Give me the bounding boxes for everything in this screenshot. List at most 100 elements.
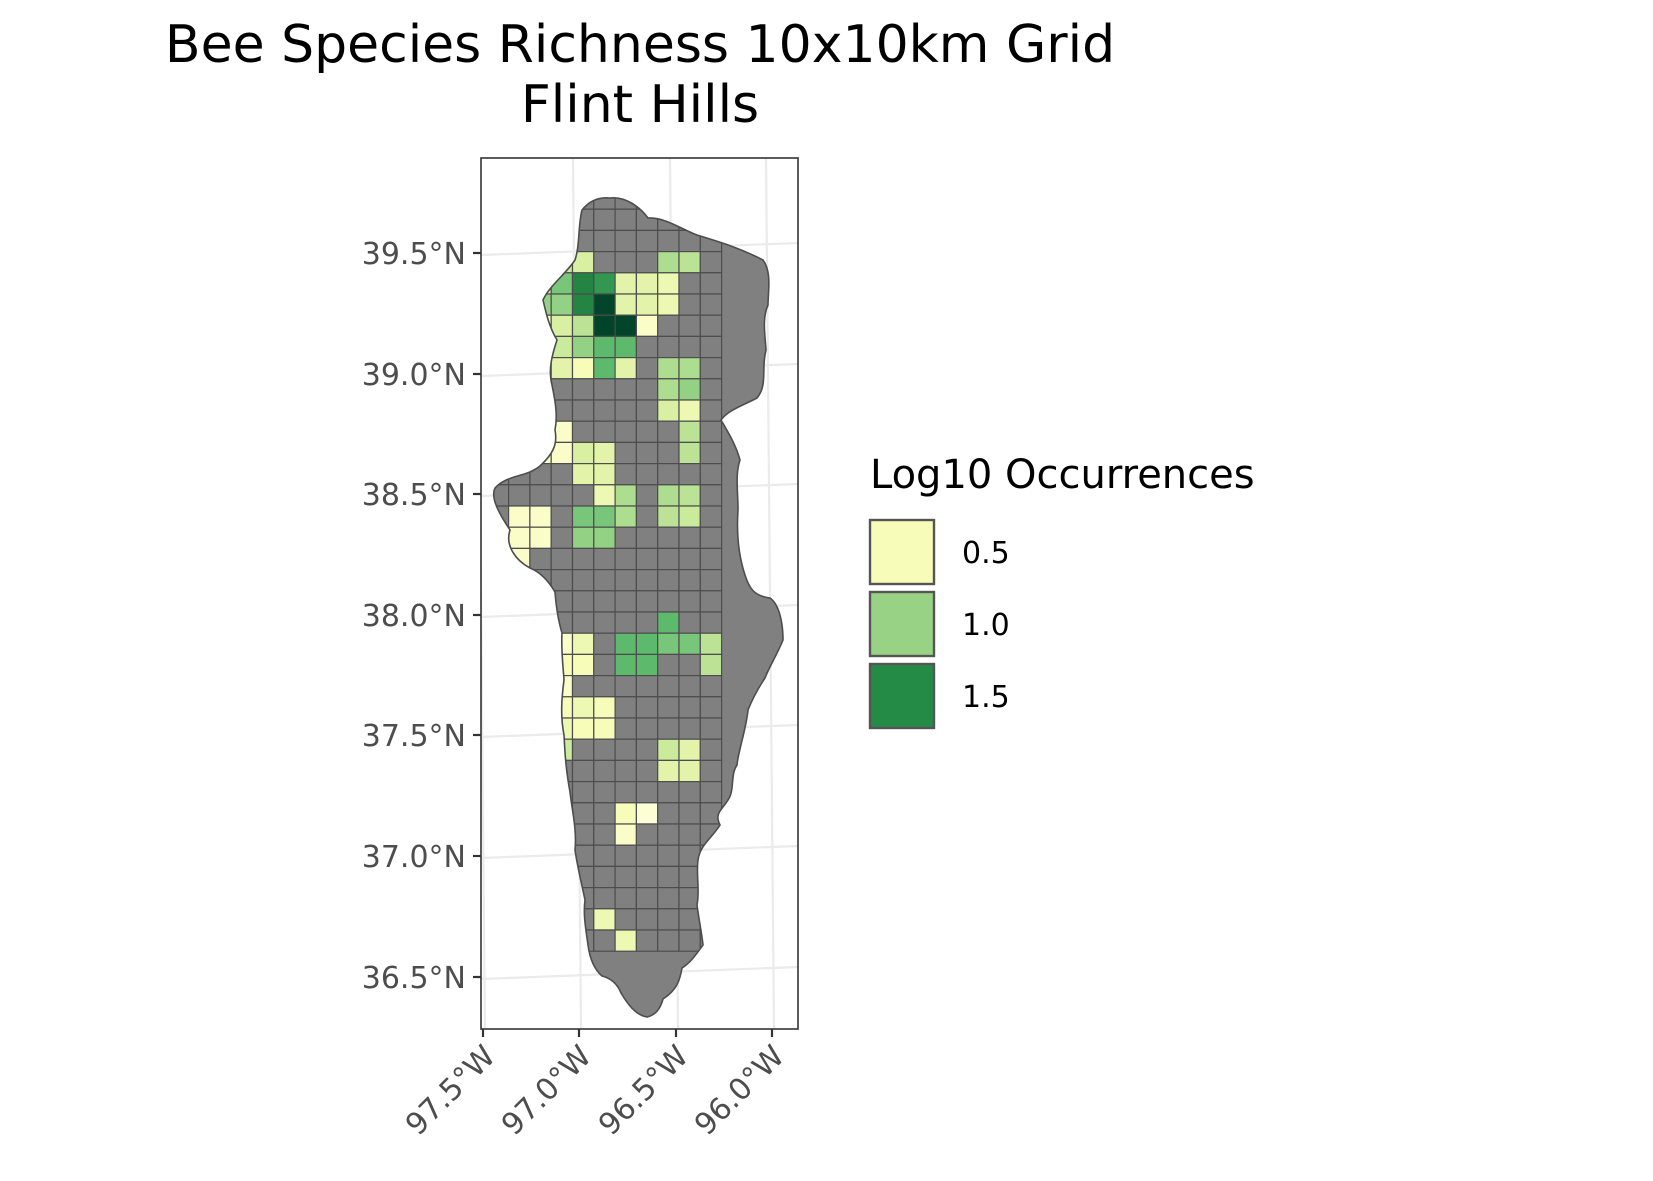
y-axis-tick-label: 39.5°N (362, 237, 466, 272)
grid-cell-empty (593, 780, 616, 804)
grid-cell-empty (657, 802, 680, 825)
grid-cell-empty (678, 908, 701, 931)
grid-cell-empty (699, 611, 723, 634)
grid-cell-occupied (678, 759, 701, 783)
grid-cell-empty (678, 696, 701, 719)
grid-cell-empty (657, 674, 680, 698)
grid-cell-empty (571, 547, 595, 571)
grid-cell-empty (571, 738, 595, 762)
grid-cell-empty (699, 272, 723, 295)
grid-cell-empty (678, 463, 701, 486)
grid-cell-empty (635, 844, 659, 868)
grid-cell-empty (657, 865, 680, 889)
grid-cell-empty (635, 696, 659, 719)
grid-cell-empty (635, 357, 659, 380)
grid-cell-empty (657, 568, 680, 592)
legend-swatch (868, 518, 936, 586)
grid-cell-occupied (571, 526, 595, 550)
y-axis-tick-label: 38.0°N (362, 599, 466, 634)
x-axis-tick-label: 96.0°W (688, 1039, 792, 1143)
grid-cell-empty (678, 653, 701, 677)
x-axis-tick-label: 97.5°W (399, 1039, 503, 1143)
grid-cell-occupied (657, 484, 680, 507)
grid-cell-occupied (657, 759, 680, 783)
grid-cell-empty (678, 293, 701, 316)
grid-cell-empty (678, 611, 701, 634)
grid-cell-occupied (571, 717, 595, 740)
grid-cell-empty (614, 865, 637, 889)
grid-cell-empty (614, 674, 637, 698)
grid-cell-empty (699, 590, 723, 613)
grid-cell-empty (699, 717, 723, 740)
y-axis-tick-label: 37.5°N (362, 719, 466, 754)
grid-cell-occupied (614, 929, 637, 952)
grid-cell-occupied (571, 293, 595, 316)
region-outline (492, 197, 784, 1018)
grid-cell-occupied (593, 335, 616, 359)
grid-cell-occupied (614, 505, 637, 528)
grid-cell-empty (699, 674, 723, 698)
y-axis-tick-label: 39.0°N (362, 358, 466, 393)
grid-cell-empty (699, 759, 723, 783)
grid-cell-empty (529, 484, 552, 507)
grid-cell-occupied (678, 357, 701, 380)
grid-cell-empty (678, 568, 701, 592)
grid-cell-empty (635, 929, 659, 952)
grid-cell-empty (550, 568, 574, 592)
grid-cell-occupied (571, 463, 595, 486)
grid-cell-occupied (571, 272, 595, 295)
legend-label: 0.5 (962, 536, 1010, 571)
grid-cell-empty (699, 314, 723, 338)
grid-cell-empty (657, 823, 680, 846)
grid-cell-empty (593, 802, 616, 825)
grid-cell-empty (635, 865, 659, 889)
map-panel (480, 157, 799, 1030)
graticule-meridian-0 (481, 473, 487, 1029)
legend-swatch (868, 662, 936, 730)
grid-cell-occupied (678, 378, 701, 401)
grid-cell-empty (571, 802, 595, 825)
grid-cell-empty (699, 505, 723, 528)
grid-cell-empty (699, 696, 723, 719)
grid-cell-occupied (657, 251, 680, 274)
grid-cell-empty (699, 441, 723, 465)
grid-cell-empty (614, 780, 637, 804)
grid-cell-empty (593, 251, 616, 274)
grid-cell-empty (657, 229, 680, 253)
grid-cell-empty (657, 441, 680, 465)
grid-cell-empty (614, 844, 637, 868)
grid-cell-occupied (614, 632, 637, 656)
grid-cell-empty (635, 780, 659, 804)
grid-cell-empty (571, 590, 595, 613)
grid-cell-occupied (657, 738, 680, 762)
grid-cell-occupied (678, 399, 701, 422)
grid-cell-empty (657, 314, 680, 338)
grid-cell-empty (593, 674, 616, 698)
grid-cell-empty (635, 759, 659, 783)
grid-cell-occupied (508, 526, 531, 550)
grid-cell-empty (614, 611, 637, 634)
grid-cell-empty (699, 293, 723, 316)
grid-cell-empty (699, 357, 723, 380)
grid-cell-occupied (593, 696, 616, 719)
grid-cell-empty (593, 929, 616, 952)
grid-cell-empty (635, 378, 659, 401)
grid-cell-occupied (635, 653, 659, 677)
grid-cell-occupied (635, 632, 659, 656)
grid-cell-empty (635, 526, 659, 550)
grid-cell-empty (699, 251, 723, 274)
grid-cell-occupied (635, 293, 659, 316)
grid-cell-empty (635, 547, 659, 571)
grid-cell-empty (571, 399, 595, 422)
grid-cell-empty (635, 568, 659, 592)
grid-cell-empty (635, 823, 659, 846)
grid-cell-occupied (635, 314, 659, 338)
grid-cell-empty (529, 547, 552, 571)
grid-cell-occupied (593, 272, 616, 295)
grid-cell-occupied (657, 505, 680, 528)
grid-cell-empty (635, 251, 659, 274)
grid-cell-empty (550, 547, 574, 571)
grid-cell-empty (614, 463, 637, 486)
grid-cell-occupied (593, 441, 616, 465)
